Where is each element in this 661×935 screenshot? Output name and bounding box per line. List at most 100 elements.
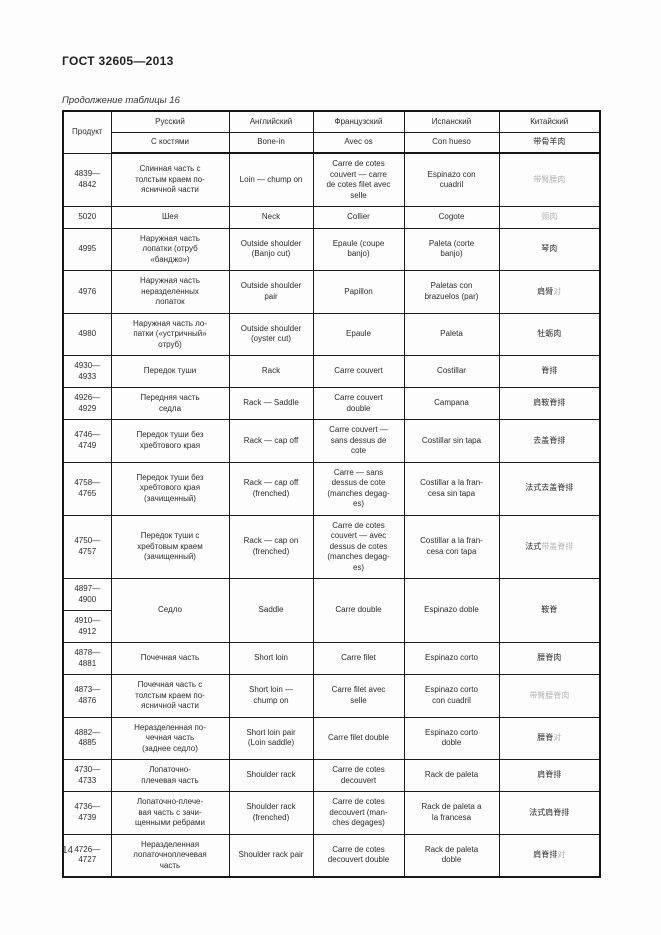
table-row: 4980 Наружная часть ло- патки («устричный…: [62, 312, 601, 356]
russian-term-cell: Неразделенная по- чечная часть (заднее с…: [110, 716, 230, 760]
header-bonein-russian: С костями: [110, 131, 230, 154]
product-code-cell: 4926— 4929: [62, 387, 112, 420]
french-term-cell: Epaule (coupe banjo): [312, 227, 405, 271]
chinese-term-cell: 法式肩脊排: [498, 791, 601, 835]
spanish-term-cell: Espinazo corto: [403, 642, 500, 675]
spanish-term-cell: Espinazo corto doble: [403, 716, 500, 760]
spanish-term-cell: Costillar a la fran- cesa sin tapa: [403, 461, 500, 516]
english-term-cell: Outside shoulder (oyster cut): [228, 312, 314, 356]
chinese-term-dark: 去盖脊排: [533, 435, 566, 445]
french-term-cell: Carre de cotes couvert — carre de cotes …: [312, 152, 405, 207]
english-term-cell: Saddle: [228, 578, 314, 643]
chinese-term-dark: 肩脊排: [537, 770, 562, 780]
header-chinese: Китайский: [498, 110, 601, 133]
spanish-term-cell: Espinazo corto con cuadril: [403, 674, 500, 718]
russian-term-cell: Наружная часть ло- патки («устричный» от…: [110, 312, 230, 356]
header-spanish: Испанский: [403, 110, 500, 133]
spanish-term-cell: Espinazo doble: [403, 578, 500, 643]
spanish-term-cell: Paleta (corte banjo): [403, 227, 500, 271]
header-product: Продукт: [62, 110, 112, 154]
chinese-term-cell: 法式带盖脊排: [498, 514, 601, 579]
table-row: 4758— 4765 Передок туши без хребтового кр…: [62, 461, 601, 516]
header-english: Английский: [228, 110, 314, 133]
chinese-term-muted: 带盖脊排: [541, 541, 574, 551]
russian-term-cell: Передок туши без хребтового края: [110, 419, 230, 463]
chinese-term-cell: 腰脊肉: [498, 642, 601, 675]
product-code-cell: 4750— 4757: [62, 514, 112, 579]
product-code-cell: 4976: [62, 270, 112, 314]
chinese-term-dark: 肩脊排: [533, 850, 558, 859]
chinese-term-muted: 带臀腰脊肉: [529, 690, 570, 700]
product-code-cell: 4873— 4876: [62, 674, 112, 718]
spanish-term-cell: Costillar a la fran- cesa con tapa: [403, 514, 500, 579]
french-term-cell: Carre de cotes decouvert (man- ches dega…: [312, 791, 405, 835]
russian-term-cell: Почечная часть: [110, 642, 230, 675]
french-term-cell: Carre couvert double: [312, 387, 405, 420]
chinese-term-cell: 琴肉: [498, 227, 601, 271]
russian-term-cell: Седло: [110, 578, 230, 643]
chinese-term-dark: 琴肉: [541, 244, 558, 253]
spanish-term-cell: Cogote: [403, 206, 500, 229]
product-code-cell: 4736— 4739: [62, 791, 112, 835]
table-continuation-caption: Продолжение таблицы 16: [62, 95, 180, 106]
product-code-cell: 4839— 4842: [62, 152, 112, 207]
product-code-cell: 4882— 4885: [62, 716, 112, 760]
english-term-cell: Rack — cap on (frenched): [228, 514, 314, 579]
russian-term-cell: Передок туши без хребтового края (зачище…: [110, 461, 230, 516]
russian-term-cell: Почечная часть с толстым краем по- яснич…: [110, 674, 230, 718]
product-code-cell: 4730— 4733: [62, 759, 112, 792]
table-row: 4926— 4929 Передняя часть седла Rack — Sad…: [62, 387, 601, 420]
product-code-part: 4910— 4912: [64, 610, 110, 642]
chinese-term-muted: 对: [557, 850, 566, 859]
chinese-term-dark: 法式去盖脊排: [525, 483, 574, 493]
product-code-cell: 5020: [62, 206, 112, 229]
english-term-cell: Rack — cap off: [228, 419, 314, 463]
spanish-term-cell: Costillar: [403, 355, 500, 388]
chinese-term-dark: 腰脊肉: [537, 653, 562, 663]
russian-term-cell: Лопаточно-плече- вая часть с зачи- щенны…: [110, 791, 230, 835]
table-row: 4750— 4757 Передок туши с хребтовым краем…: [62, 514, 601, 579]
french-term-cell: Carre couvert — sans dessus de cote: [312, 419, 405, 463]
french-term-cell: Epaule: [312, 312, 405, 356]
french-term-cell: Carre — sans dessus de cote (manches deg…: [312, 461, 405, 516]
english-term-cell: Rack: [228, 355, 314, 388]
french-term-cell: Carre filet avec selle: [312, 674, 405, 718]
chinese-term-dark: 法式肩脊排: [529, 807, 570, 817]
header-french: Французский: [312, 110, 405, 133]
english-term-cell: Shoulder rack: [228, 759, 314, 792]
spanish-term-cell: Rack de paleta a la francesa: [403, 791, 500, 835]
chinese-term-cell: 肩鞍脊排: [498, 387, 601, 420]
table-header: Продукт Русский Английский Французский И…: [62, 110, 601, 154]
product-code-cell: 4758— 4765: [62, 461, 112, 516]
english-term-cell: Outside shoulder pair: [228, 270, 314, 314]
product-code-cell: 4980: [62, 312, 112, 356]
english-term-cell: Shoulder rack (frenched): [228, 791, 314, 835]
product-code-cell: 4726— 4727: [62, 833, 112, 878]
chinese-term-dark: 肩鞍脊排: [533, 398, 566, 408]
table-row: 4995 Наружная часть лопатки (отруб «бандж…: [62, 227, 601, 271]
french-term-cell: Carre de cotes decouvert: [312, 759, 405, 792]
english-term-cell: Neck: [228, 206, 314, 229]
table-row: 4878— 4881 Почечная часть Short loin Carre …: [62, 642, 601, 675]
russian-term-cell: Неразделенная лопаточноплечевая часть: [110, 833, 230, 878]
spanish-term-cell: Paletas con brazuelos (par): [403, 270, 500, 314]
product-code-part: 4897— 4900: [74, 584, 101, 604]
chinese-term-dark: 牡蛎肉: [537, 329, 562, 338]
french-term-cell: Carre couvert: [312, 355, 405, 388]
chinese-term-muted: 对: [553, 286, 562, 296]
chinese-term-cell: 法式去盖脊排: [498, 461, 601, 516]
header-bonein-chinese: 带骨羊肉: [498, 131, 601, 154]
spanish-term-cell: Espinazo con cuadril: [403, 152, 500, 207]
product-code-cell: 4995: [62, 227, 112, 271]
russian-term-cell: Спинная часть с толстым краем по- ясничн…: [110, 152, 230, 207]
chinese-term-cell: 带臀腰肉: [498, 152, 601, 207]
product-code-cell: 4930— 4933: [62, 355, 112, 388]
french-term-cell: Carre de cotes decouvert double: [312, 833, 405, 878]
french-term-cell: Carre double: [312, 578, 405, 643]
french-term-cell: Carre de cotes couvert — avec dessus de …: [312, 514, 405, 579]
russian-term-cell: Лопаточно- плечевая часть: [110, 759, 230, 792]
table-row: 4746— 4749 Передок туши без хребтового кр…: [62, 419, 601, 463]
header-bonein-row: С костями Bone-in Avec os Con hueso 带骨羊肉: [63, 131, 601, 154]
french-term-cell: Carre filet: [312, 642, 405, 675]
